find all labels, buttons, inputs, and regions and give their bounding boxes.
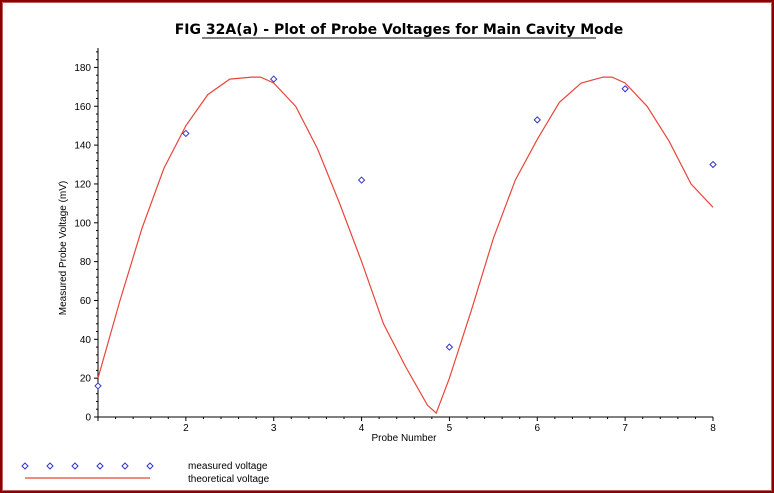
- x-tick-label: 5: [447, 423, 453, 434]
- y-tick-label: 0: [85, 413, 91, 424]
- measured-point: [357, 176, 366, 184]
- x-tick-label: 6: [535, 423, 541, 434]
- x-tick-label: 3: [271, 423, 277, 434]
- legend-marker-measured: [21, 462, 29, 470]
- x-axis-label: Probe Number: [371, 433, 437, 444]
- measured-point: [270, 75, 278, 83]
- y-tick-label: 40: [80, 335, 92, 346]
- y-tick-label: 120: [74, 179, 91, 190]
- x-tick-label: 4: [359, 423, 365, 434]
- legend-label-theoretical: theoretical voltage: [188, 474, 270, 485]
- measured-point: [621, 85, 629, 93]
- legend-label-measured: measured voltage: [188, 461, 268, 472]
- y-tick-label: 100: [74, 218, 91, 229]
- measured-point: [182, 129, 190, 138]
- measured-point: [445, 343, 454, 351]
- chart-title: FIG 32A(a) - Plot of Probe Voltages for …: [175, 22, 624, 38]
- y-tick-label: 140: [74, 141, 91, 152]
- y-tick-label: 180: [74, 63, 91, 74]
- x-tick-label: 7: [622, 423, 628, 434]
- y-tick-label: 60: [80, 296, 92, 307]
- legend-marker-measured: [46, 462, 54, 470]
- measured-point: [709, 160, 717, 169]
- legend: measured voltage theoretical voltage: [21, 461, 270, 485]
- measured-point: [533, 116, 541, 124]
- measured-series-group: [94, 75, 717, 390]
- legend-marker-measured: [96, 462, 104, 470]
- y-tick-label: 80: [80, 257, 92, 268]
- theoretical-series-group: [97, 76, 714, 415]
- y-tick-label: 20: [80, 374, 92, 385]
- chart-title-group: FIG 32A(a) - Plot of Probe Voltages for …: [175, 22, 624, 39]
- legend-marker-measured: [121, 462, 129, 470]
- legend-marker-measured: [71, 462, 79, 470]
- axes: 0 20 40 60 80 100 120 140 160 180 2 3 4 5 6 7 8: [74, 48, 716, 434]
- axis-labels: Probe Number Measured Probe Voltage (mV): [58, 181, 437, 444]
- y-axis-label: Measured Probe Voltage (mV): [58, 181, 69, 316]
- legend-marker-measured: [146, 462, 154, 470]
- measured-point: [94, 382, 102, 390]
- theoretical-voltage-line: [97, 76, 714, 415]
- y-tick-label: 160: [74, 102, 91, 113]
- x-tick-label: 8: [710, 423, 716, 434]
- x-tick-label: 2: [183, 423, 189, 434]
